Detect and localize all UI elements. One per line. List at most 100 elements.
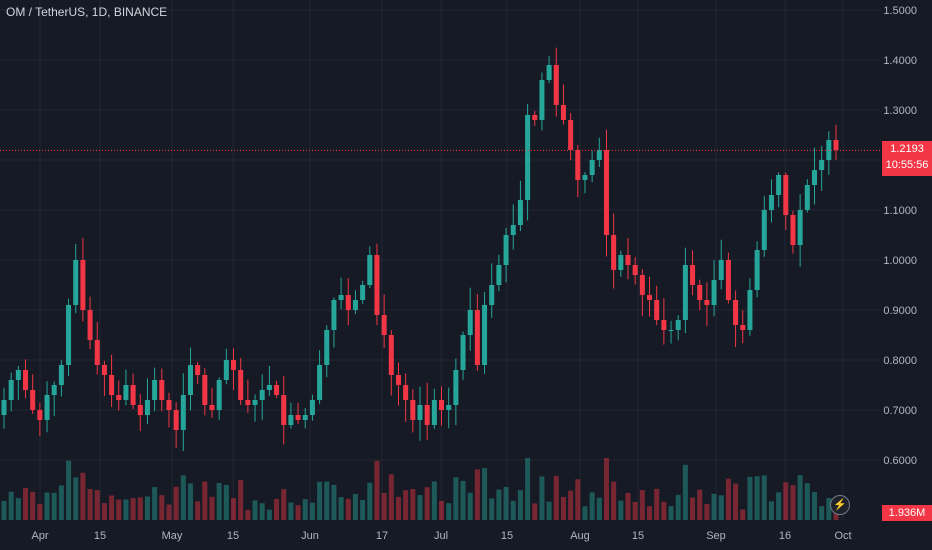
candle-body xyxy=(682,265,688,320)
candle-body xyxy=(259,390,265,400)
candle-body xyxy=(302,415,308,420)
volume-bar xyxy=(754,476,760,520)
candle-body xyxy=(546,65,552,80)
volume-bar xyxy=(804,483,810,520)
y-tick-label: 1.4000 xyxy=(883,55,917,67)
candle-body xyxy=(697,285,703,300)
candle-body xyxy=(137,405,143,415)
volume-bar xyxy=(474,469,480,520)
chart-grid xyxy=(0,0,880,520)
volume-bar xyxy=(166,504,172,520)
volume-bar xyxy=(231,498,237,520)
volume-bar xyxy=(152,487,158,520)
y-tick-label: 1.1000 xyxy=(883,205,917,217)
candle-body xyxy=(30,390,36,410)
candle-body xyxy=(266,385,272,390)
x-tick-label: Jun xyxy=(301,530,319,542)
candle-body xyxy=(367,255,373,285)
volume-bar xyxy=(704,503,710,520)
chart-title: OM / TetherUS, 1D, BINANCE xyxy=(6,5,168,19)
x-tick-label: 15 xyxy=(632,530,644,542)
candlesticks xyxy=(1,47,839,452)
volume-bar xyxy=(697,489,703,520)
volume-bar xyxy=(374,460,380,520)
candle-body xyxy=(761,210,767,250)
volume-bar xyxy=(66,460,72,520)
volume-bar xyxy=(568,490,574,520)
volume-bar xyxy=(603,458,609,520)
candle-body xyxy=(718,260,724,280)
volume-bar xyxy=(302,499,308,520)
candle-body xyxy=(790,215,796,245)
candle-body xyxy=(596,150,602,160)
volume-bar xyxy=(467,492,473,520)
candle-body xyxy=(811,170,817,185)
volume-bar xyxy=(410,488,416,520)
volume-bar xyxy=(331,484,337,520)
volume-badge: 1.936M xyxy=(882,505,932,521)
volume-bar xyxy=(489,498,495,520)
candle-body xyxy=(733,300,739,325)
candle-body xyxy=(23,370,29,390)
candle-body xyxy=(424,405,430,425)
x-tick-label: Sep xyxy=(706,530,726,542)
lightning-icon[interactable]: ⚡ xyxy=(830,495,850,515)
candle-body xyxy=(101,365,107,375)
candle-body xyxy=(223,360,229,380)
volume-bar xyxy=(209,496,215,520)
x-tick-label: 17 xyxy=(376,530,388,542)
volume-bar xyxy=(274,498,280,520)
candle-body xyxy=(360,285,366,300)
volume-bar xyxy=(116,499,122,520)
candle-body xyxy=(281,395,287,425)
y-tick-label: 1.5000 xyxy=(883,5,917,17)
candle-body xyxy=(431,400,437,425)
candle-body xyxy=(317,365,323,400)
candle-body xyxy=(1,400,7,415)
volume-bar xyxy=(352,494,358,520)
candle-body xyxy=(632,265,638,275)
y-tick-label: 0.6000 xyxy=(883,455,917,467)
volume-bar xyxy=(195,501,201,520)
candle-body xyxy=(618,255,624,270)
x-axis: Apr 15 May 15 Jun 17 Jul 15 Aug 15 Sep 16 Oct xyxy=(31,530,851,542)
candle-body xyxy=(66,305,72,365)
candle-body xyxy=(180,395,186,430)
volume-bar xyxy=(682,464,688,520)
candle-body xyxy=(603,150,609,235)
volume-bar xyxy=(539,476,545,520)
volume-bar xyxy=(632,501,638,520)
candle-body xyxy=(288,415,294,425)
candle-body xyxy=(589,160,595,175)
volume-bar xyxy=(130,498,136,520)
volume-bar xyxy=(611,481,617,520)
volume-bar xyxy=(87,489,93,520)
candle-body xyxy=(690,265,696,285)
candle-body xyxy=(352,300,358,310)
volume-bar xyxy=(223,484,229,520)
x-tick-label: 15 xyxy=(227,530,239,542)
volume-bar xyxy=(532,503,538,520)
volume-bar xyxy=(345,498,351,520)
candle-body xyxy=(166,400,172,410)
candle-body xyxy=(395,375,401,385)
volume-bar xyxy=(123,499,129,520)
candle-body xyxy=(15,370,21,380)
volume-bar xyxy=(510,500,516,520)
candle-body xyxy=(381,315,387,335)
candle-body xyxy=(725,260,731,300)
volume-bar xyxy=(159,495,165,520)
volume-bar xyxy=(424,487,430,520)
candle-body xyxy=(539,80,545,120)
candle-body xyxy=(460,335,466,370)
x-tick-label: Oct xyxy=(834,530,851,542)
volume-bar xyxy=(417,494,423,520)
candle-body xyxy=(37,410,43,420)
y-tick-label: 0.9000 xyxy=(883,305,917,317)
volume-bar xyxy=(238,480,244,520)
volume-bar xyxy=(690,497,696,520)
candle-body xyxy=(274,385,280,395)
volume-bar xyxy=(360,499,366,520)
candle-body xyxy=(575,150,581,180)
